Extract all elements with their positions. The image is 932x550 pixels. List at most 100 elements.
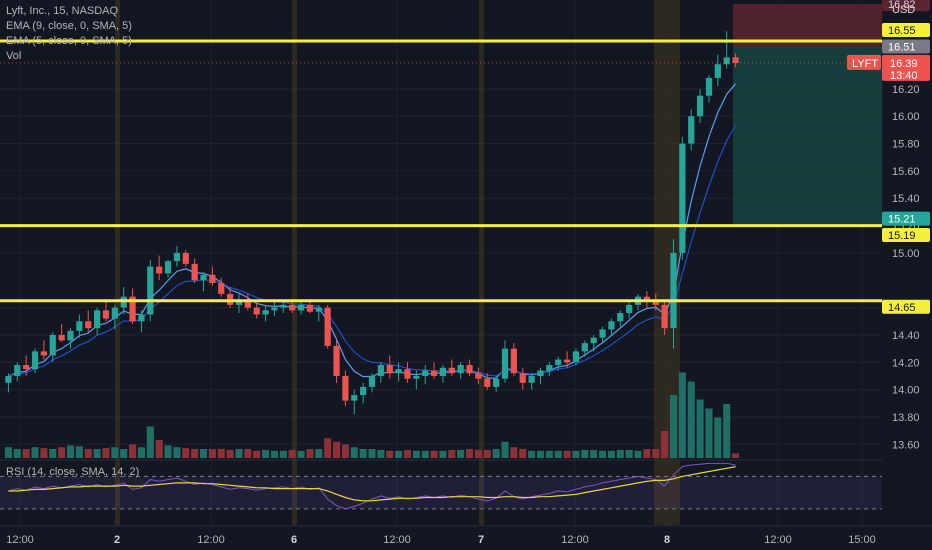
volume-bar xyxy=(235,449,243,458)
volume-bar xyxy=(395,450,403,458)
rsi-line xyxy=(8,462,736,510)
candle-body xyxy=(23,365,30,370)
volume-bar xyxy=(687,381,695,458)
level-16-55-tag-bg xyxy=(882,23,930,38)
volume-label[interactable]: Vol xyxy=(6,50,22,62)
time-tick-label: 15:00 xyxy=(848,534,876,546)
volume-bar xyxy=(199,449,208,458)
price-tick-label: 15.80 xyxy=(892,139,920,151)
candles xyxy=(5,31,739,415)
candle-body xyxy=(590,337,597,344)
horizontal-levels[interactable] xyxy=(0,39,882,303)
price-tick-label: 16.00 xyxy=(892,111,920,123)
price-tick-label: 15.60 xyxy=(892,166,920,178)
volume-bar xyxy=(262,449,270,458)
time-axis[interactable]: 12:00 2 12:00 6 12:00 7 12:00 8 12:00 15:00 xyxy=(0,525,932,546)
candle-body xyxy=(289,304,296,311)
candle-body xyxy=(173,252,181,262)
volume-bar xyxy=(457,449,465,458)
candle-body xyxy=(643,296,650,301)
volume-bar xyxy=(430,450,438,458)
target-price-tag: 15.21 xyxy=(888,214,916,226)
volume-bar xyxy=(714,417,722,458)
candle-body xyxy=(306,304,314,312)
price-tick-label: 16.20 xyxy=(892,84,920,96)
volume-bar xyxy=(528,450,536,458)
candle-body xyxy=(253,307,260,315)
volume-bar xyxy=(412,450,420,458)
candle-body xyxy=(679,143,686,253)
volume-bar xyxy=(359,449,367,458)
candle-body xyxy=(457,365,464,374)
level-price-tag: 15.19 xyxy=(888,230,916,242)
candle-body xyxy=(430,370,438,376)
volume-bar xyxy=(403,449,412,458)
volume-bar xyxy=(474,449,482,458)
candle-body xyxy=(280,304,287,308)
candle-body xyxy=(14,365,21,376)
price-axis[interactable]: 13.6013.8014.0014.2014.4014.6015.0015.20… xyxy=(847,0,932,525)
candle-body xyxy=(422,370,429,376)
candle-body xyxy=(218,283,225,294)
volume-bar xyxy=(120,449,128,458)
volume-bar xyxy=(643,449,651,458)
candle-body xyxy=(342,375,349,401)
volume-bar xyxy=(652,449,660,458)
candle-body xyxy=(58,334,65,341)
volume-bar xyxy=(377,449,385,458)
rsi-title[interactable]: RSI (14, close, SMA, 14, 2) xyxy=(6,466,140,478)
entry-price-tag-bg xyxy=(882,39,930,54)
level-16-55-tag: 16.55 xyxy=(888,25,916,37)
candle-body xyxy=(138,314,145,322)
symbol-title[interactable]: Lyft, Inc., 15, NASDAQ xyxy=(6,5,119,17)
price-tick-label: 13.80 xyxy=(892,412,920,424)
volume-bar xyxy=(102,448,110,458)
ema-5-label[interactable]: EMA (5, close, 0, SMA, 5) xyxy=(6,35,132,47)
candle-body xyxy=(94,310,101,329)
time-tick-label: 2 xyxy=(114,534,120,546)
volume-bar xyxy=(111,447,119,458)
level-14-65-tag: 14.65 xyxy=(888,302,916,314)
volume-bar xyxy=(616,449,624,458)
candle-body xyxy=(608,321,615,330)
candle-body xyxy=(626,304,633,314)
volume-bar xyxy=(75,446,83,458)
volume-bar xyxy=(732,453,740,458)
candle-body xyxy=(324,307,331,346)
volume-bar xyxy=(421,450,429,458)
volume-bar xyxy=(705,408,713,458)
candle-body xyxy=(49,334,56,356)
price-tick-label: 15.40 xyxy=(892,193,920,205)
candle-body xyxy=(723,57,730,65)
candle-body xyxy=(333,345,340,376)
candle-body xyxy=(617,313,624,322)
volume-bar xyxy=(40,448,48,458)
ema-9-label[interactable]: EMA (9, close, 0, SMA, 5) xyxy=(6,20,132,32)
candle-body xyxy=(555,359,562,366)
legend: Lyft, Inc., 15, NASDAQ EMA (9, close, 0,… xyxy=(6,4,132,64)
candle-body xyxy=(404,369,411,379)
candle-body xyxy=(439,367,447,376)
volume-bar xyxy=(173,447,181,458)
volume-bar xyxy=(226,449,234,458)
price-tick-label: 14.40 xyxy=(892,330,920,342)
volume-bar xyxy=(590,449,598,458)
candle-body xyxy=(164,261,172,274)
candle-body xyxy=(732,57,739,63)
stop-price-tag-bg xyxy=(882,0,930,12)
ticker-tag-bg xyxy=(847,54,881,70)
short-position-box[interactable] xyxy=(733,4,882,225)
volume-bar xyxy=(465,449,474,458)
volume-bar xyxy=(31,447,39,458)
target-price-tag-bg xyxy=(882,211,930,226)
volume-bar xyxy=(66,445,75,458)
candle-body xyxy=(413,375,420,379)
candle-body xyxy=(484,378,491,387)
volume-bar xyxy=(84,449,92,458)
volume-bar xyxy=(386,450,394,458)
volume-bar xyxy=(607,450,615,458)
candle-body xyxy=(714,64,721,78)
candle-body xyxy=(581,343,588,352)
time-tick-label: 8 xyxy=(664,534,670,546)
